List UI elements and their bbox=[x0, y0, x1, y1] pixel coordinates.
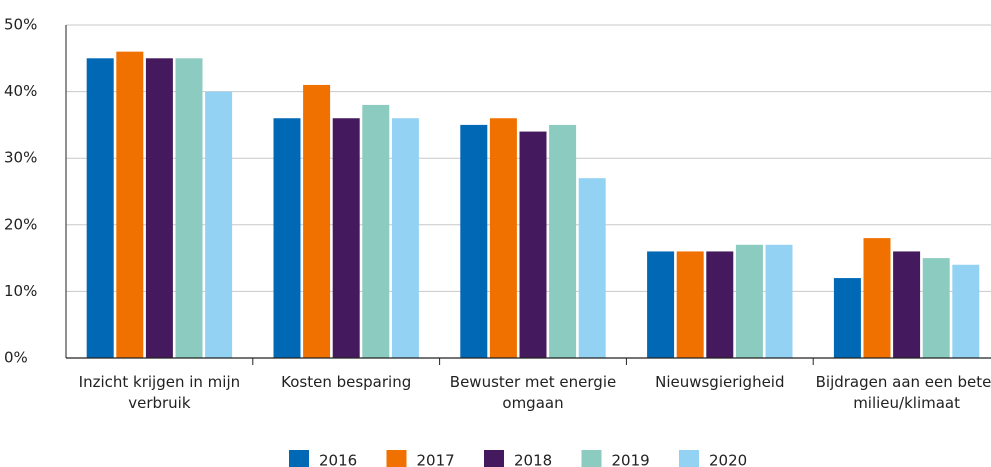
bar bbox=[578, 178, 606, 358]
bar bbox=[952, 264, 980, 358]
bar bbox=[205, 91, 233, 358]
legend-swatch bbox=[386, 450, 407, 467]
bar bbox=[303, 84, 331, 358]
legend-label: 2020 bbox=[709, 452, 747, 467]
y-tick-label: 0% bbox=[4, 349, 28, 367]
bar bbox=[145, 58, 173, 359]
x-tick-label: Nieuwsgierigheid bbox=[655, 373, 785, 391]
y-tick-label: 20% bbox=[4, 215, 37, 233]
bar bbox=[765, 244, 793, 358]
x-tick-label: Bijdragen aan een beter milieu/klimaat bbox=[815, 373, 991, 412]
bar bbox=[519, 131, 547, 358]
bar bbox=[647, 251, 675, 358]
y-tick-label: 40% bbox=[4, 82, 37, 100]
bar bbox=[460, 124, 488, 359]
bar bbox=[489, 118, 517, 359]
y-tick-label: 10% bbox=[4, 282, 37, 300]
legend-swatch bbox=[484, 450, 504, 467]
bar bbox=[863, 238, 891, 358]
bar bbox=[362, 104, 390, 358]
bar bbox=[175, 58, 203, 359]
legend-label: 2018 bbox=[514, 452, 552, 467]
bar bbox=[549, 124, 577, 359]
legend-label: 2016 bbox=[319, 452, 357, 467]
legend-swatch bbox=[581, 450, 602, 467]
y-tick-label: 50% bbox=[4, 16, 37, 34]
bar bbox=[706, 251, 734, 358]
legend-swatch bbox=[679, 450, 699, 467]
bar bbox=[676, 251, 704, 358]
bar bbox=[735, 244, 763, 358]
bar bbox=[332, 118, 360, 359]
x-tick-label: Bewuster met energie omgaan bbox=[449, 373, 617, 412]
y-tick-label: 30% bbox=[4, 149, 37, 167]
legend-label: 2019 bbox=[612, 452, 650, 467]
legend-swatch bbox=[289, 450, 309, 467]
bar bbox=[833, 278, 861, 358]
bar bbox=[116, 51, 144, 358]
x-tick-label: Kosten besparing bbox=[281, 373, 412, 391]
legend-label: 2017 bbox=[417, 452, 455, 467]
bar bbox=[922, 258, 950, 358]
bar bbox=[86, 58, 114, 359]
bar bbox=[893, 251, 921, 358]
bar bbox=[391, 118, 419, 359]
bar bbox=[273, 118, 301, 359]
x-tick-label: Inzicht krijgen in mijn verbruik bbox=[78, 373, 241, 412]
